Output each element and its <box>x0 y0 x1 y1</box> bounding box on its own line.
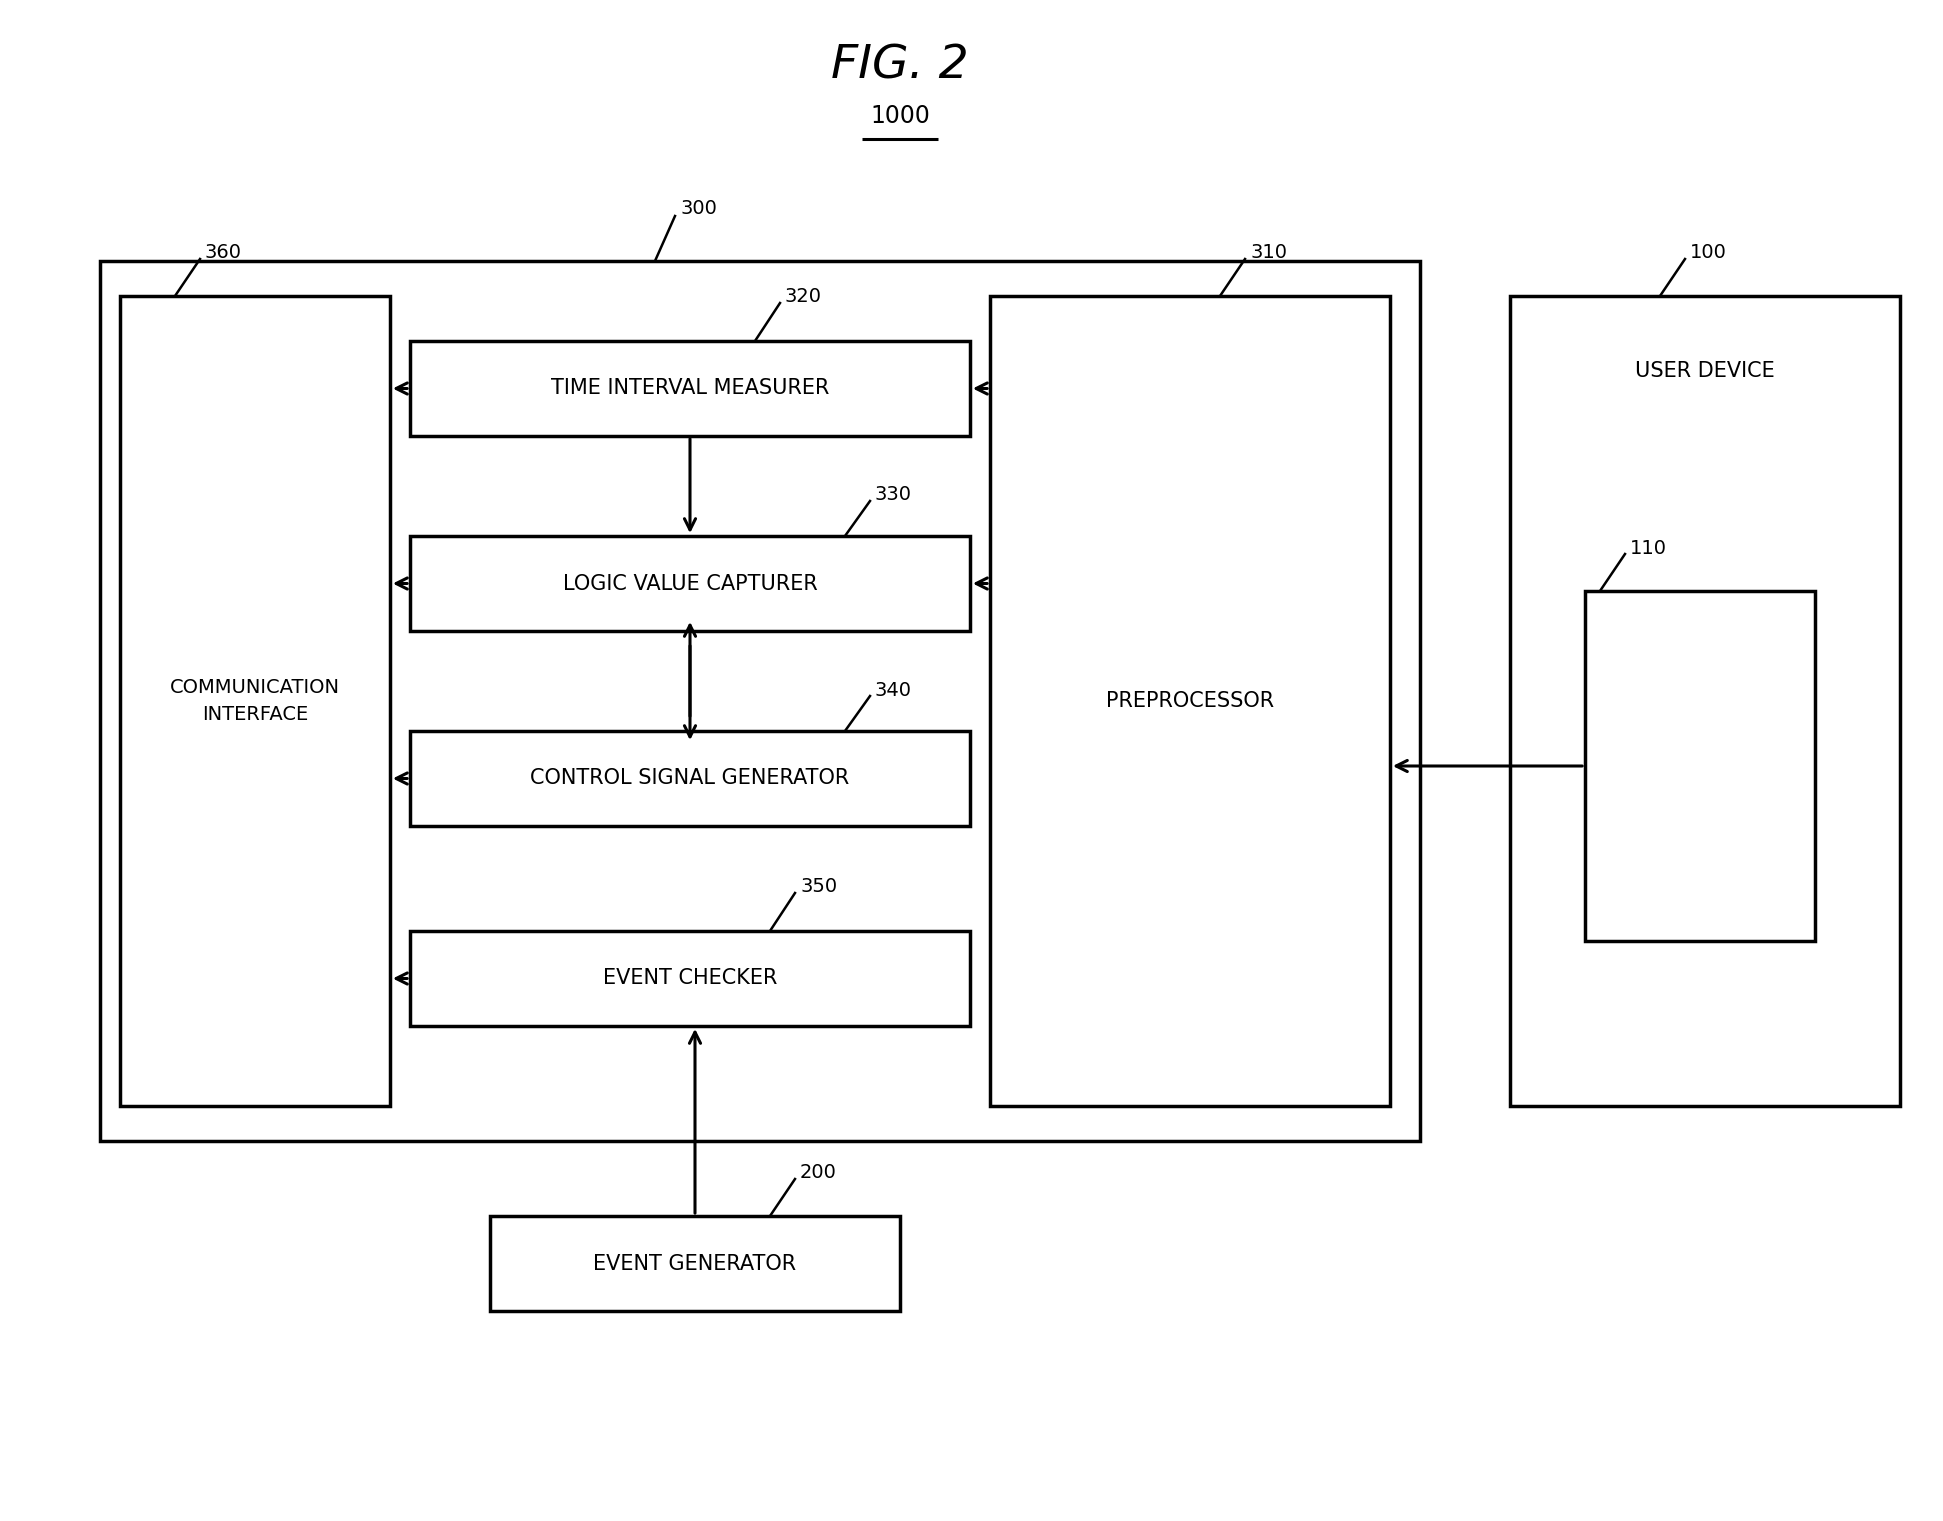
Text: 1000: 1000 <box>870 103 931 128</box>
Bar <box>991 297 1389 1106</box>
Text: 350: 350 <box>801 878 837 896</box>
Bar <box>120 297 391 1106</box>
Text: CONTROL SIGNAL GENERATOR: CONTROL SIGNAL GENERATOR <box>530 768 849 788</box>
Bar <box>1510 297 1900 1106</box>
Text: COMMUNICATION
INTERFACE: COMMUNICATION INTERFACE <box>169 678 340 724</box>
Bar <box>410 931 970 1027</box>
Bar <box>99 262 1420 1141</box>
Text: LOGIC VALUE CAPTURER: LOGIC VALUE CAPTURER <box>563 573 818 593</box>
Text: FIG. 2: FIG. 2 <box>832 44 970 88</box>
Bar <box>490 1215 900 1311</box>
Bar <box>1585 592 1815 941</box>
Text: 110: 110 <box>1630 538 1667 558</box>
Text: 330: 330 <box>874 485 911 505</box>
Text: EVENT CHECKER: EVENT CHECKER <box>602 969 777 989</box>
Text: 360: 360 <box>206 243 243 263</box>
Text: 300: 300 <box>680 199 717 219</box>
Text: 100: 100 <box>1690 243 1727 263</box>
Text: 310: 310 <box>1249 243 1286 263</box>
Text: PREPROCESSOR: PREPROCESSOR <box>1106 691 1275 710</box>
Text: 320: 320 <box>785 287 822 307</box>
Bar <box>410 535 970 631</box>
Text: EVENT GENERATOR: EVENT GENERATOR <box>593 1253 797 1273</box>
Text: USER DEVICE: USER DEVICE <box>1636 360 1774 380</box>
Text: TIME INTERVAL MEASURER: TIME INTERVAL MEASURER <box>550 379 830 399</box>
Bar <box>410 341 970 437</box>
Text: 340: 340 <box>874 680 911 700</box>
Text: 200: 200 <box>801 1164 837 1182</box>
Bar <box>410 732 970 826</box>
